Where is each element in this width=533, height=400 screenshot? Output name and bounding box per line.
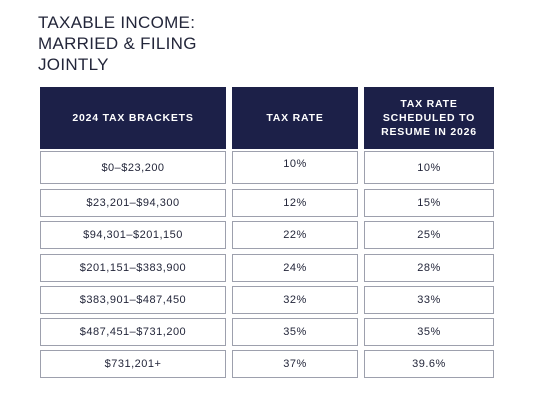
chart-title: TAXABLE INCOME: MARRIED & FILING JOINTLY xyxy=(38,12,338,75)
table-cell-tax-rate: 24% xyxy=(232,254,358,282)
title-line: TAXABLE INCOME: xyxy=(38,13,196,32)
table-cell-tax-rate: 10% xyxy=(232,151,358,184)
header-cell-tax-rate: TAX RATE xyxy=(232,87,358,149)
table-cell-tax-rate: 37% xyxy=(232,350,358,378)
header-label: TAX RATE xyxy=(266,112,324,124)
table-cell-rate-2026: 25% xyxy=(364,221,494,249)
title-line: JOINTLY xyxy=(38,55,109,74)
table-cell-rate-2026: 33% xyxy=(364,286,494,314)
table-cell-bracket: $94,301–$201,150 xyxy=(40,221,226,249)
header-label: RESUME IN 2026 xyxy=(381,126,477,138)
table-cell-rate-2026: 10% xyxy=(364,151,494,184)
table-cell-bracket: $487,451–$731,200 xyxy=(40,318,226,346)
table-cell-rate-2026: 39.6% xyxy=(364,350,494,378)
table-cell-rate-2026: 28% xyxy=(364,254,494,282)
table-cell-tax-rate: 35% xyxy=(232,318,358,346)
table-cell-bracket: $23,201–$94,300 xyxy=(40,189,226,217)
table-cell-rate-2026: 15% xyxy=(364,189,494,217)
table-cell-tax-rate: 12% xyxy=(232,189,358,217)
header-cell-bracket: 2024 TAX BRACKETS xyxy=(40,87,226,149)
header-label: SCHEDULED TO xyxy=(382,112,476,124)
table-cell-bracket: $201,151–$383,900 xyxy=(40,254,226,282)
header-cell-rate-2026: TAX RATE SCHEDULED TO RESUME IN 2026 xyxy=(364,87,494,149)
table-cell-tax-rate: 22% xyxy=(232,221,358,249)
header-label: TAX RATE xyxy=(400,98,458,110)
header-label: 2024 TAX BRACKETS xyxy=(72,112,194,124)
table-cell-tax-rate: 32% xyxy=(232,286,358,314)
table-cell-rate-2026: 35% xyxy=(364,318,494,346)
table-cell-bracket: $731,201+ xyxy=(40,350,226,378)
table-cell-bracket: $0–$23,200 xyxy=(40,151,226,184)
title-line: MARRIED & FILING xyxy=(38,34,197,53)
table-cell-bracket: $383,901–$487,450 xyxy=(40,286,226,314)
